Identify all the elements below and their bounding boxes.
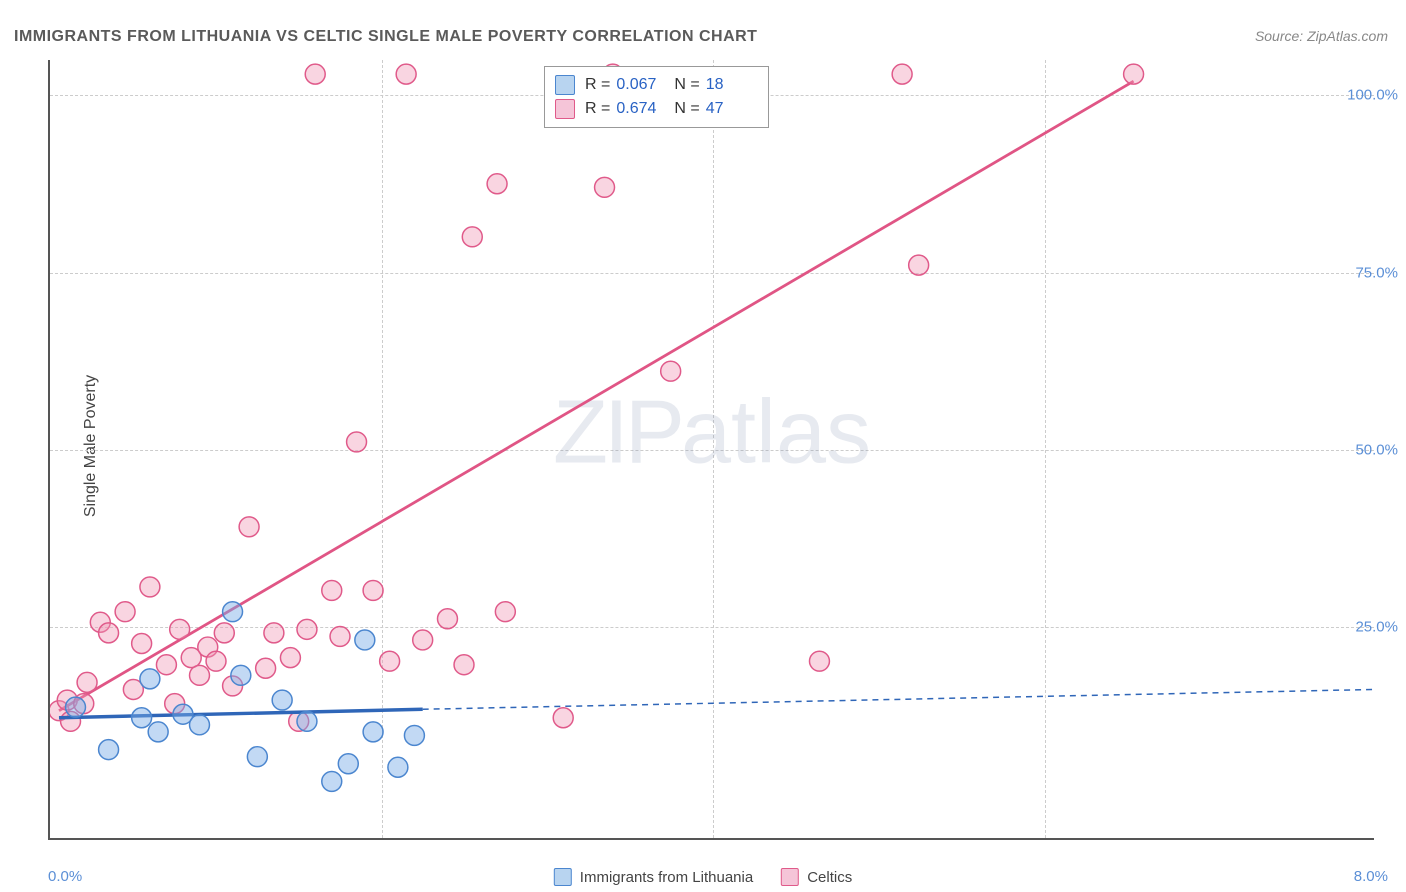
data-point-lithuania [388, 757, 408, 777]
data-point-celtics [380, 651, 400, 671]
data-point-lithuania [223, 602, 243, 622]
n-value-celtics: 47 [706, 100, 758, 118]
n-label: N = [674, 76, 699, 94]
data-point-lithuania [148, 722, 168, 742]
data-point-lithuania [132, 708, 152, 728]
legend-label-lithuania: Immigrants from Lithuania [580, 869, 753, 886]
data-point-lithuania [297, 711, 317, 731]
regression-line-lithuania [423, 689, 1374, 709]
data-point-celtics [170, 619, 190, 639]
stats-text-lithuania: R = 0.067 N = 18 [585, 76, 758, 94]
data-point-celtics [661, 361, 681, 381]
data-point-celtics [413, 630, 433, 650]
data-point-celtics [487, 174, 507, 194]
data-point-lithuania [247, 747, 267, 767]
data-point-celtics [280, 648, 300, 668]
data-point-celtics [347, 432, 367, 452]
swatch-celtics [555, 99, 575, 119]
data-point-lithuania [231, 665, 251, 685]
legend-item-lithuania: Immigrants from Lithuania [554, 868, 753, 886]
source-attribution: Source: ZipAtlas.com [1255, 28, 1388, 44]
data-point-celtics [495, 602, 515, 622]
data-point-celtics [438, 609, 458, 629]
data-point-celtics [256, 658, 276, 678]
stats-row-celtics: R = 0.674 N = 47 [555, 97, 758, 121]
source-label: Source: [1255, 28, 1303, 44]
data-point-celtics [214, 623, 234, 643]
data-point-celtics [77, 672, 97, 692]
stats-row-lithuania: R = 0.067 N = 18 [555, 73, 758, 97]
data-point-lithuania [272, 690, 292, 710]
data-point-celtics [305, 64, 325, 84]
data-point-celtics [99, 623, 119, 643]
legend-item-celtics: Celtics [781, 868, 852, 886]
data-point-celtics [322, 580, 342, 600]
data-point-celtics [809, 651, 829, 671]
regression-line-celtics [59, 81, 1134, 710]
data-point-celtics [264, 623, 284, 643]
scatter-svg [50, 60, 1374, 838]
data-point-lithuania [404, 725, 424, 745]
data-point-celtics [892, 64, 912, 84]
regression-line-lithuania [59, 709, 423, 717]
x-tick-label: 8.0% [1354, 868, 1388, 885]
legend-label-celtics: Celtics [807, 869, 852, 886]
data-point-celtics [239, 517, 259, 537]
data-point-lithuania [66, 697, 86, 717]
r-value-lithuania: 0.067 [616, 76, 668, 94]
n-label: N = [674, 100, 699, 118]
data-point-lithuania [355, 630, 375, 650]
data-point-lithuania [190, 715, 210, 735]
source-name: ZipAtlas.com [1307, 28, 1388, 44]
chart-title: IMMIGRANTS FROM LITHUANIA VS CELTIC SING… [14, 28, 757, 46]
data-point-celtics [297, 619, 317, 639]
data-point-lithuania [140, 669, 160, 689]
swatch-lithuania [555, 75, 575, 95]
plot-area: ZIPatlas R = 0.067 N = 18 R = 0.674 N = … [48, 60, 1374, 840]
legend-swatch-celtics [781, 868, 799, 886]
data-point-lithuania [322, 771, 342, 791]
data-point-celtics [132, 634, 152, 654]
data-point-celtics [553, 708, 573, 728]
data-point-celtics [595, 177, 615, 197]
legend-swatch-lithuania [554, 868, 572, 886]
data-point-celtics [156, 655, 176, 675]
stats-text-celtics: R = 0.674 N = 47 [585, 100, 758, 118]
stats-legend-box: R = 0.067 N = 18 R = 0.674 N = 47 [544, 66, 769, 128]
data-point-celtics [190, 665, 210, 685]
r-label: R = [585, 76, 610, 94]
data-point-celtics [363, 580, 383, 600]
bottom-legend: Immigrants from Lithuania Celtics [554, 868, 852, 886]
x-tick-label: 0.0% [48, 868, 82, 885]
r-value-celtics: 0.674 [616, 100, 668, 118]
data-point-celtics [462, 227, 482, 247]
data-point-lithuania [99, 740, 119, 760]
data-point-celtics [1124, 64, 1144, 84]
data-point-celtics [909, 255, 929, 275]
data-point-celtics [140, 577, 160, 597]
data-point-lithuania [338, 754, 358, 774]
data-point-celtics [454, 655, 474, 675]
data-point-celtics [330, 626, 350, 646]
data-point-celtics [115, 602, 135, 622]
data-point-lithuania [363, 722, 383, 742]
n-value-lithuania: 18 [706, 76, 758, 94]
r-label: R = [585, 100, 610, 118]
data-point-celtics [206, 651, 226, 671]
data-point-celtics [396, 64, 416, 84]
